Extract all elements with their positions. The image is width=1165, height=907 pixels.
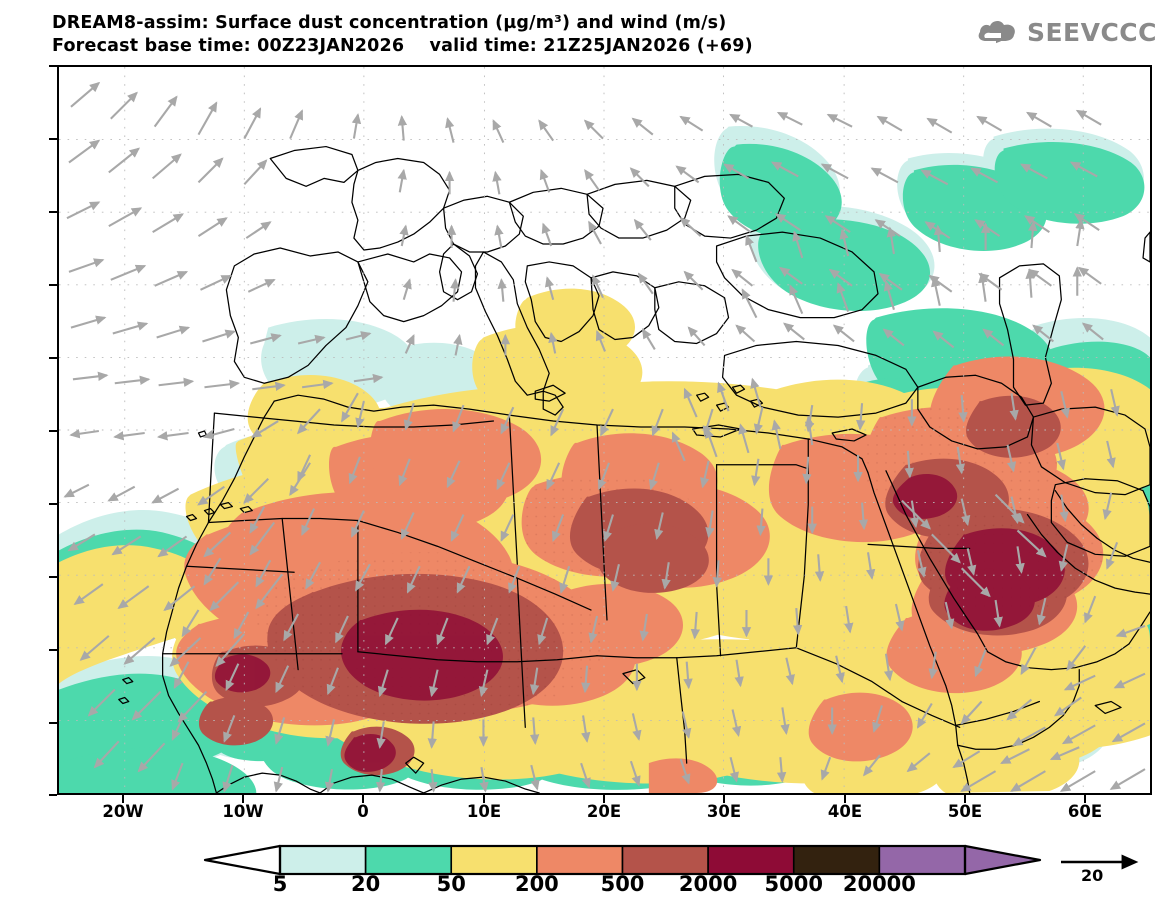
colorbar-band xyxy=(878,845,966,875)
y-tick xyxy=(49,284,57,286)
colorbar-svg xyxy=(203,844,1042,876)
colorbar-tick-label: 5000 xyxy=(764,872,823,896)
colorbar-band xyxy=(792,845,881,875)
logo-text: SEEVCCC xyxy=(1026,17,1157,47)
x-tick xyxy=(122,795,124,803)
x-tick-label: 60E xyxy=(1067,802,1103,821)
colorbar-tick-label: 200 xyxy=(514,872,559,896)
y-tick xyxy=(49,138,57,140)
colorbar-tick-label: 50 xyxy=(436,872,466,896)
colorbar-tick-label: 20000 xyxy=(842,872,916,896)
colorbar-band xyxy=(707,845,795,875)
wind-reference-arrow xyxy=(1061,854,1139,870)
contour-band-2000 xyxy=(214,474,1065,772)
colorbar-tick-label: 5 xyxy=(272,872,288,896)
y-tick xyxy=(49,503,57,505)
y-tick xyxy=(49,722,57,724)
graticule xyxy=(59,67,1150,793)
colorbar-band xyxy=(450,845,538,875)
forecast-time-subtitle: Forecast base time: 00Z23JAN2026 valid t… xyxy=(52,36,753,56)
x-tick xyxy=(723,795,725,803)
x-tick xyxy=(242,795,244,803)
x-tick-label: 40E xyxy=(827,802,863,821)
y-tick xyxy=(49,430,57,432)
map-plot-area xyxy=(57,65,1152,795)
x-tick-label: 0 xyxy=(357,802,369,821)
x-tick-label: 20E xyxy=(586,802,622,821)
x-tick xyxy=(1084,795,1086,803)
y-tick xyxy=(49,211,57,213)
cloud-icon xyxy=(978,20,1015,44)
y-tick xyxy=(49,649,57,651)
x-tick xyxy=(844,795,846,803)
y-tick xyxy=(49,65,57,67)
x-tick-label: 10W xyxy=(222,802,264,821)
y-tick xyxy=(49,794,57,796)
x-tick-label: 10E xyxy=(466,802,502,821)
colorbar-tick-label: 500 xyxy=(600,872,645,896)
colorbar-tick-label: 20 xyxy=(351,872,381,896)
page-title: DREAM8-assim: Surface dust concentration… xyxy=(52,13,727,33)
colorbar xyxy=(0,838,1165,878)
x-tick xyxy=(483,795,485,803)
colorbar-band xyxy=(536,845,624,875)
x-tick xyxy=(362,795,364,803)
x-tick-label: 50E xyxy=(947,802,983,821)
colorbar-under-cap xyxy=(203,844,282,876)
x-tick xyxy=(964,795,966,803)
colorbar-tick-labels: 5 20 50 200 500 2000 5000 20000 xyxy=(0,872,1165,902)
x-tick xyxy=(603,795,605,803)
dust-concentration-map xyxy=(59,67,1150,793)
y-tick xyxy=(49,576,57,578)
x-tick-label: 30E xyxy=(706,802,742,821)
x-tick-label: 20W xyxy=(102,802,144,821)
seevccc-logo: SEEVCCC xyxy=(976,14,1157,50)
colorbar-band xyxy=(364,845,453,875)
colorbar-tick-label: 2000 xyxy=(678,872,738,896)
colorbar-over-cap xyxy=(963,844,1042,876)
colorbar-band xyxy=(279,845,367,875)
wind-vectors xyxy=(63,81,1146,793)
wind-reference-label: 20 xyxy=(1081,866,1104,885)
colorbar-band xyxy=(621,845,709,875)
y-tick xyxy=(49,357,57,359)
